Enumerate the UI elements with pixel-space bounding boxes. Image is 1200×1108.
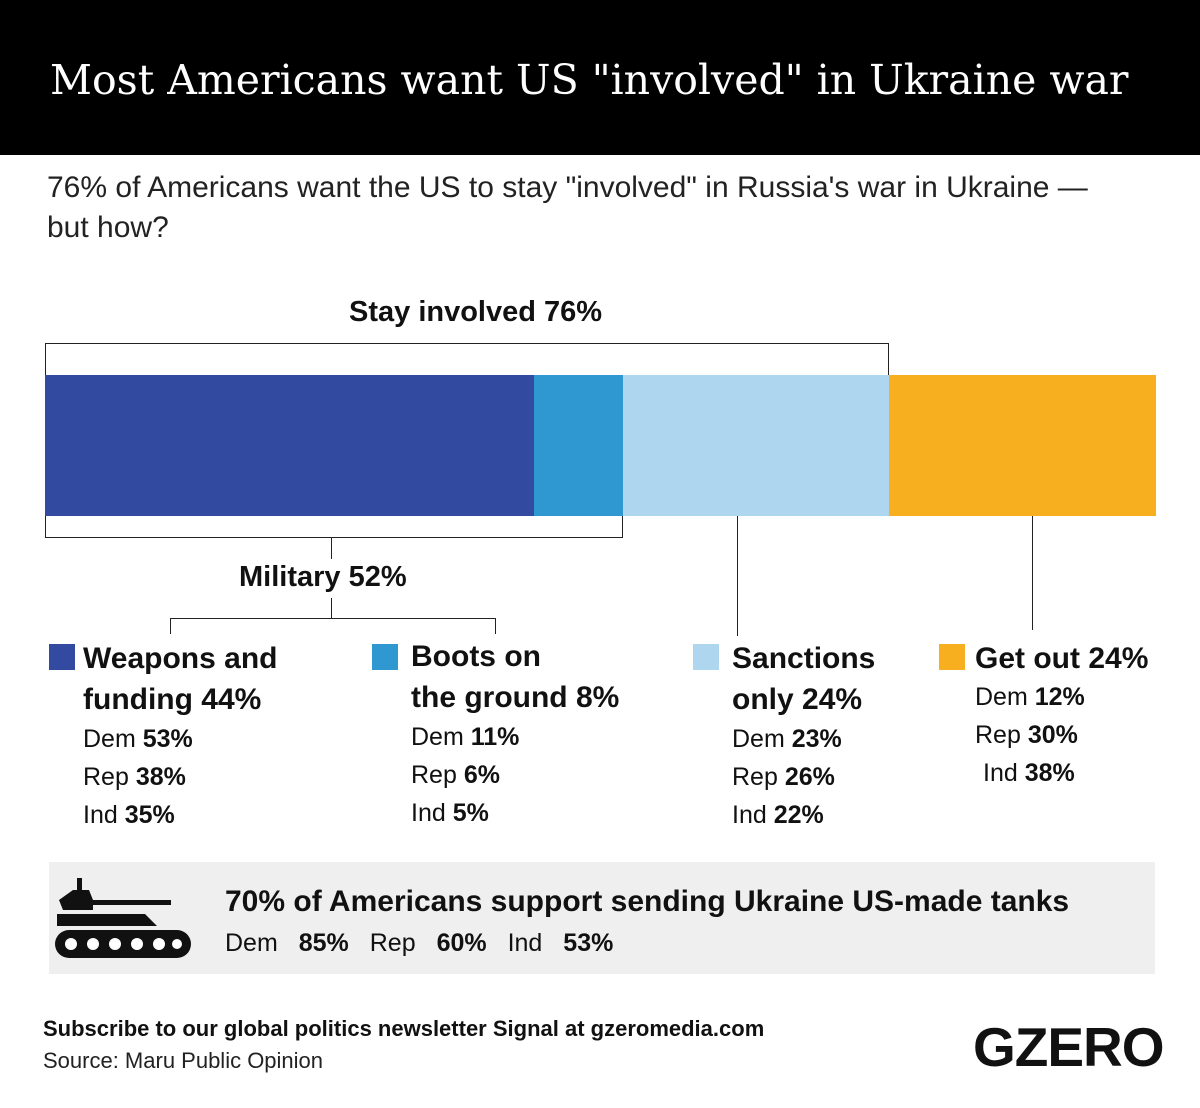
callout-breakdown-item: Ind 53% bbox=[507, 929, 614, 957]
header-banner: Most Americans want US "involved" in Ukr… bbox=[0, 0, 1200, 155]
breakdown-row: Rep 38% bbox=[83, 763, 186, 791]
bracket-military-right bbox=[622, 516, 623, 538]
bracket-military-bottom bbox=[45, 537, 623, 538]
breakdown-weapons: Dem 53% Rep 38% Ind 35% bbox=[83, 720, 193, 834]
breakdown-row: Dem 11% bbox=[411, 723, 520, 751]
breakdown-row: Rep 6% bbox=[411, 761, 500, 789]
bracket-stay-involved-right bbox=[888, 343, 889, 375]
breakdown-row: Rep 30% bbox=[975, 721, 1078, 749]
breakdown-get-out: Dem 12% Rep 30% Ind 38% bbox=[975, 678, 1085, 792]
bar-segment-get-out bbox=[889, 375, 1156, 516]
bracket-split-bar bbox=[170, 618, 496, 619]
gzero-logo: GZERO bbox=[973, 1016, 1165, 1078]
bar-segment-weapons bbox=[45, 375, 534, 516]
breakdown-boots: Dem 11% Rep 6% Ind 5% bbox=[411, 718, 519, 832]
callout-breakdown: Dem 85% Rep 60% Ind 53% bbox=[225, 929, 627, 958]
segment-label-boots: Boots on the ground 8% bbox=[411, 636, 619, 718]
legend-swatch-weapons bbox=[49, 644, 75, 670]
bracket-stay-involved-top bbox=[45, 343, 889, 344]
segment-label-sanctions-line1: Sanctions bbox=[732, 642, 876, 675]
footer-subscribe: Subscribe to our global politics newslet… bbox=[43, 1016, 765, 1041]
group-label-stay-involved: Stay involved 76% bbox=[349, 296, 603, 328]
breakdown-row: Dem 53% bbox=[83, 725, 193, 753]
tank-icon bbox=[55, 878, 191, 958]
legend-swatch-sanctions bbox=[693, 644, 719, 670]
breakdown-sanctions: Dem 23% Rep 26% Ind 22% bbox=[732, 720, 842, 834]
tank-support-callout bbox=[49, 862, 1155, 974]
leader-line-get-out bbox=[1032, 516, 1033, 630]
callout-headline: 70% of Americans support sending Ukraine… bbox=[225, 885, 1070, 918]
leader-line-sanctions bbox=[737, 516, 738, 636]
segment-label-boots-line1: Boots on bbox=[411, 640, 541, 673]
legend-swatch-get-out bbox=[939, 644, 965, 670]
callout-breakdown-item: Dem 85% bbox=[225, 929, 349, 957]
bracket-stay-involved-left bbox=[45, 343, 46, 375]
breakdown-row: Ind 22% bbox=[732, 801, 824, 829]
page-subtitle: 76% of Americans want the US to stay "in… bbox=[47, 171, 1088, 244]
bar-segment-sanctions bbox=[623, 375, 889, 516]
breakdown-row: Ind 5% bbox=[411, 799, 489, 827]
breakdown-row: Dem 12% bbox=[975, 683, 1085, 711]
bracket-split-stem bbox=[331, 598, 332, 618]
segment-label-weapons-line2: funding 44% bbox=[83, 683, 262, 716]
bracket-military-left bbox=[45, 516, 46, 538]
footer-source: Source: Maru Public Opinion bbox=[43, 1048, 324, 1073]
segment-label-sanctions-line2: only 24% bbox=[732, 683, 863, 716]
segment-label-boots-line2: the ground 8% bbox=[411, 681, 620, 714]
segment-label-sanctions: Sanctions only 24% bbox=[732, 638, 875, 720]
bracket-military-stem bbox=[331, 537, 332, 559]
segment-label-get-out: Get out 24% bbox=[975, 638, 1148, 679]
segment-label-weapons-line1: Weapons and bbox=[83, 642, 278, 675]
bracket-split-right bbox=[495, 618, 496, 634]
group-label-military: Military 52% bbox=[239, 561, 407, 593]
breakdown-row: Ind 38% bbox=[983, 759, 1075, 787]
breakdown-row: Ind 35% bbox=[83, 801, 175, 829]
callout-breakdown-item: Rep 60% bbox=[369, 929, 487, 957]
breakdown-row: Rep 26% bbox=[732, 763, 835, 791]
legend-swatch-boots bbox=[372, 644, 398, 670]
page-title: Most Americans want US "involved" in Ukr… bbox=[50, 56, 1129, 104]
bracket-split-left bbox=[170, 618, 171, 634]
bar-segment-boots bbox=[534, 375, 623, 516]
segment-label-get-out-line1: Get out 24% bbox=[975, 642, 1149, 675]
segment-label-weapons: Weapons and funding 44% bbox=[83, 638, 277, 720]
breakdown-row: Dem 23% bbox=[732, 725, 842, 753]
